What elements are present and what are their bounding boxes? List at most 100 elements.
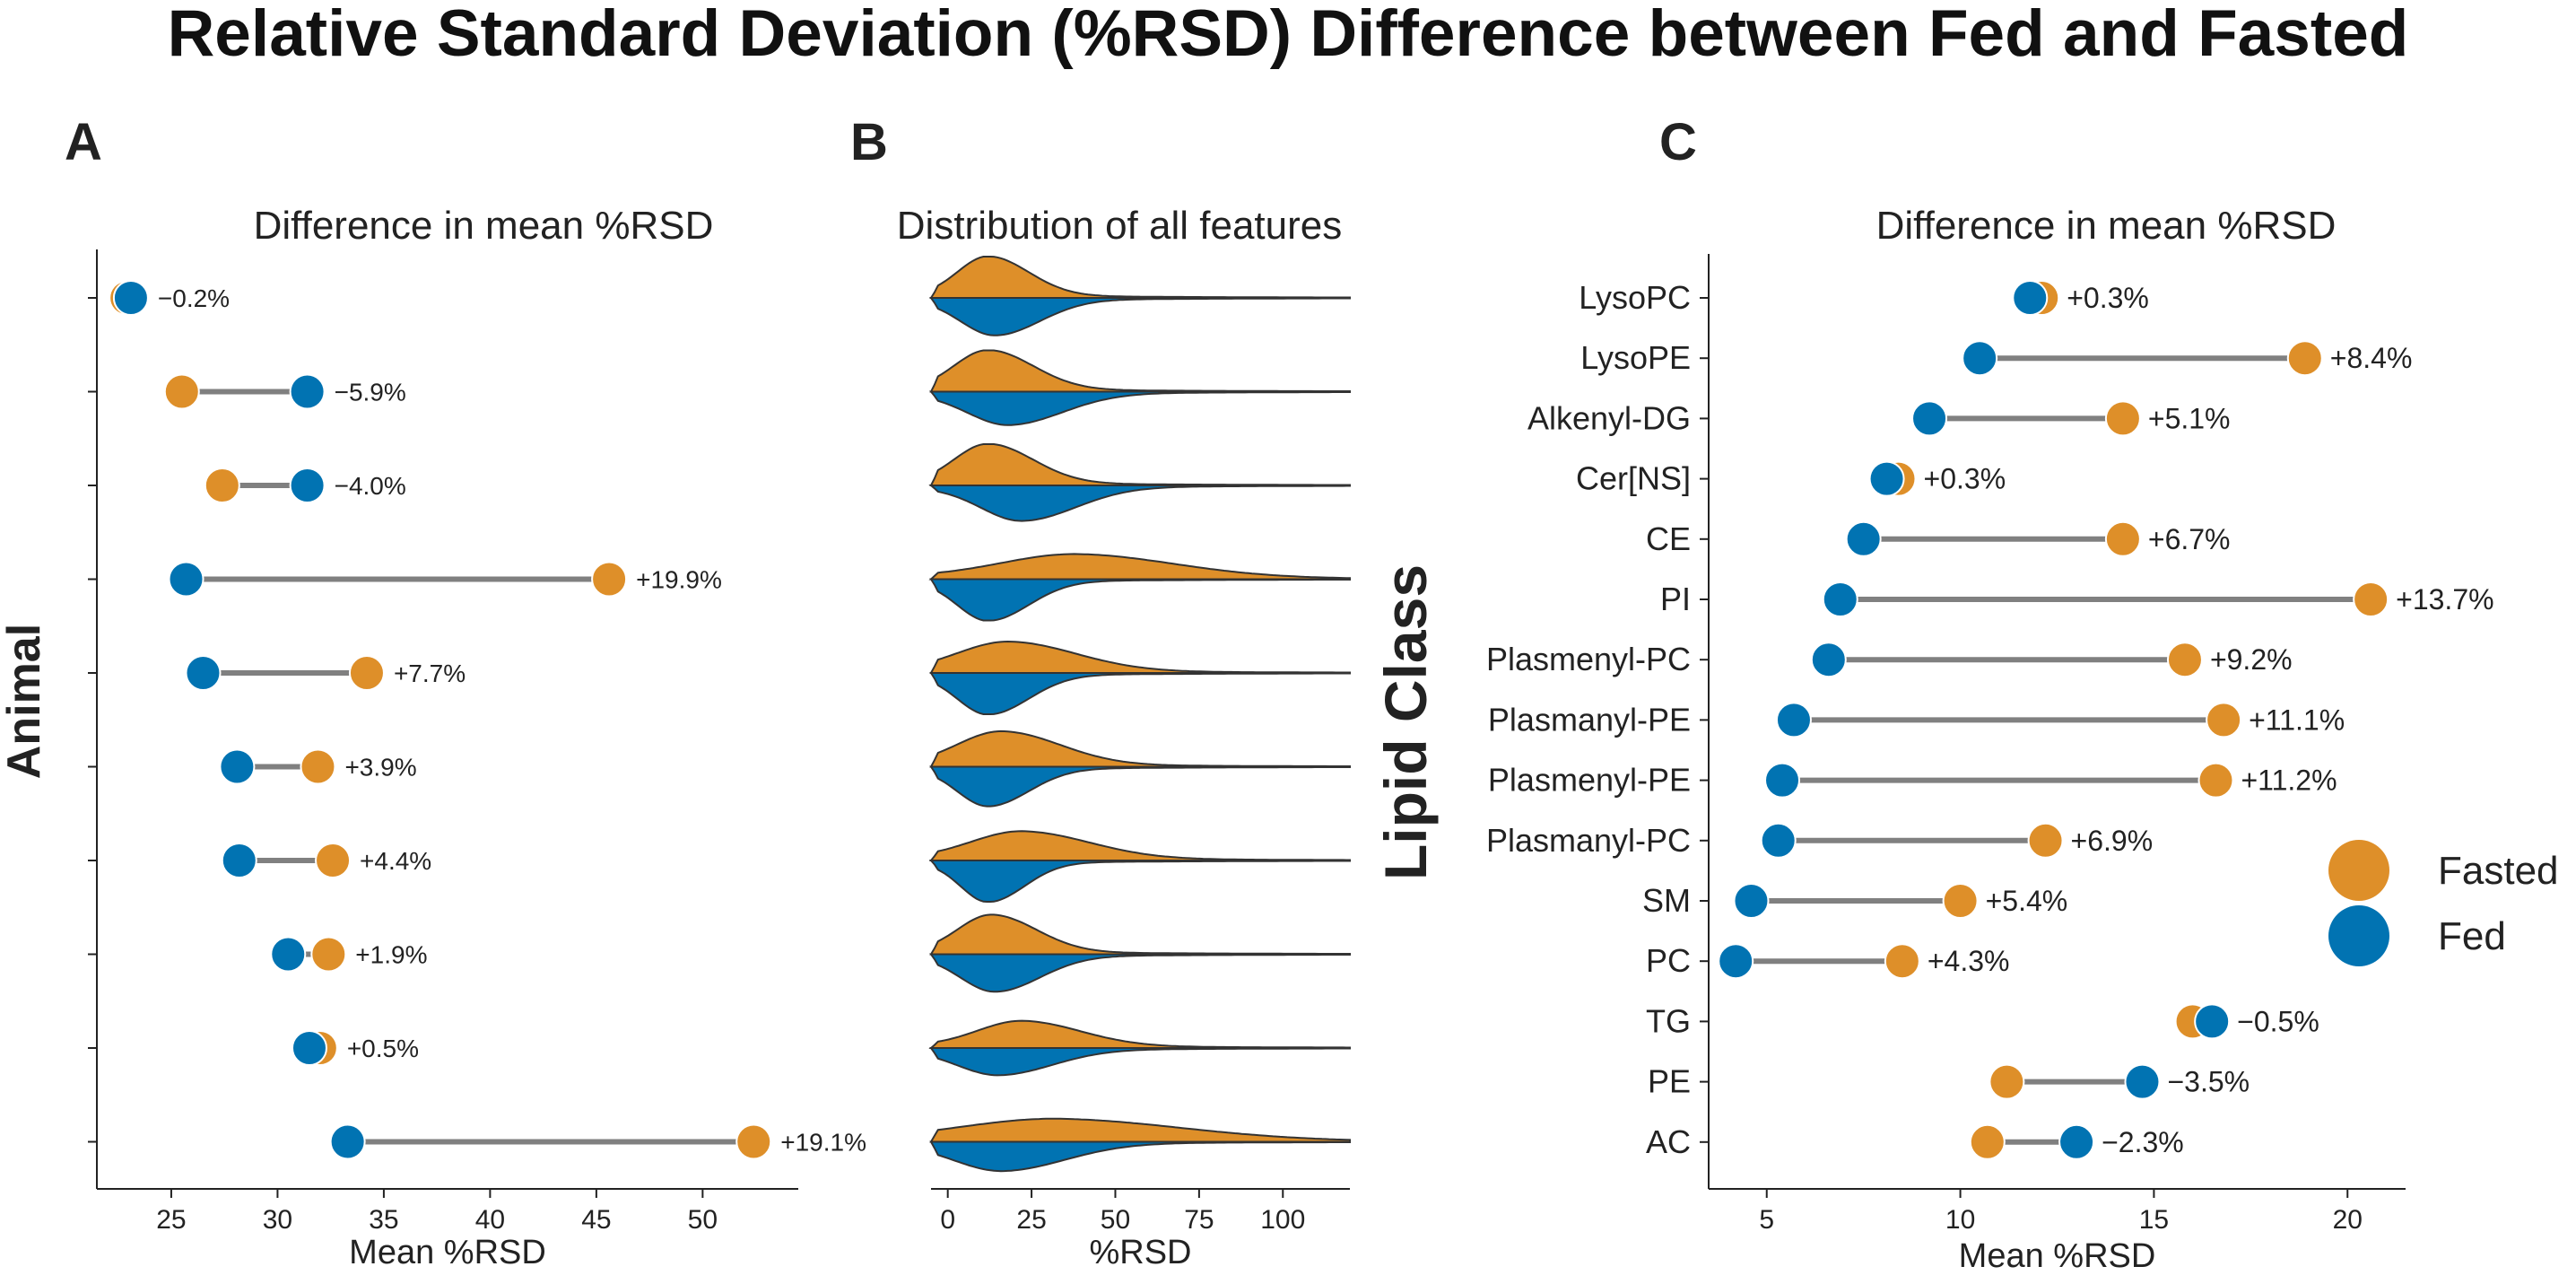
legend-label: Fasted [2438, 849, 2559, 893]
fed-point [1911, 400, 1948, 437]
y-axis-label: Lipid Class [1372, 564, 1439, 880]
difference-label: +13.7% [2396, 583, 2493, 616]
panel-letter-c: C [1659, 113, 1697, 171]
difference-label: +3.9% [344, 754, 416, 782]
fed-half-violin [928, 390, 1351, 426]
difference-label: +0.5% [347, 1035, 419, 1062]
figure-title: Relative Standard Deviation (%RSD) Diffe… [168, 0, 2409, 70]
fasted-half-violin [929, 1117, 1351, 1143]
difference-label: +5.4% [1986, 885, 2068, 917]
fasted-half-violin [929, 256, 1351, 299]
x-tick-label: 10 [1945, 1205, 1975, 1235]
fasted-point [163, 373, 200, 410]
fed-point [2124, 1063, 2161, 1100]
legend: Fasted Fed [2328, 840, 2559, 966]
x-axis-label: Mean %RSD [1959, 1237, 2156, 1275]
x-tick-label: 25 [156, 1205, 186, 1235]
y-tick-label: LysoPC [1579, 279, 1691, 316]
x-tick-label: 35 [369, 1205, 398, 1235]
fed-point [219, 748, 256, 785]
fed-point [2194, 1003, 2231, 1040]
difference-label: −0.2% [158, 284, 230, 312]
fed-half-violin [929, 765, 1351, 808]
fasted-point [310, 936, 347, 973]
fasted-point [2206, 702, 2242, 738]
fed-half-violin [929, 1047, 1351, 1077]
difference-label: −5.9% [335, 379, 406, 406]
fed-point [1775, 702, 1812, 738]
y-tick-label: Cer[NS] [1576, 460, 1691, 497]
fasted-point [2027, 822, 2064, 859]
x-tick-label: 75 [1184, 1205, 1214, 1235]
panel-title: Difference in mean %RSD [254, 204, 714, 248]
difference-label: −2.3% [2102, 1126, 2184, 1158]
fed-point [291, 1030, 327, 1066]
y-tick-label: PE [1648, 1063, 1691, 1100]
fasted-point [2197, 762, 2234, 799]
legend-label: Fed [2438, 914, 2506, 958]
panel-c-dumbbell-chart: 5 10 15 20 Mean %RSD Difference in mean %RSD L… [1372, 204, 2559, 1275]
difference-label: +9.2% [2210, 643, 2293, 676]
difference-label: +8.4% [2330, 342, 2413, 374]
x-tick-label: 30 [263, 1205, 292, 1235]
fasted-half-violin [928, 830, 1351, 861]
difference-label: +4.4% [360, 847, 431, 875]
x-tick-label: 0 [940, 1205, 955, 1235]
difference-label: +6.9% [2071, 825, 2154, 857]
y-tick-label: Plasmenyl-PE [1488, 762, 1691, 799]
fasted-point [348, 655, 385, 691]
fasted-half-violin [928, 1019, 1351, 1049]
fed-half-violin [929, 672, 1351, 715]
fed-point [2058, 1123, 2095, 1160]
fed-point [1822, 581, 1858, 617]
x-tick-label: 5 [1759, 1205, 1774, 1235]
y-tick-label: Alkenyl-DG [1527, 399, 1691, 436]
fasted-point [2104, 520, 2141, 557]
fasted-point [2104, 400, 2141, 437]
y-tick-label: CE [1646, 520, 1691, 557]
legend-marker [2328, 905, 2389, 966]
difference-label: −4.0% [335, 472, 406, 500]
fasted-half-violin [929, 640, 1351, 674]
difference-label: +19.1% [780, 1129, 866, 1157]
difference-label: +1.9% [355, 941, 427, 969]
panel-title: Distribution of all features [897, 204, 1342, 248]
fed-point [1868, 460, 1905, 497]
y-axis-label: Animal [0, 624, 50, 779]
fed-point [221, 843, 257, 878]
difference-label: +11.2% [2241, 764, 2337, 797]
fed-half-violin [928, 485, 1351, 522]
fasted-point [2353, 581, 2389, 617]
fasted-half-violin [929, 913, 1351, 956]
fed-point [2012, 280, 2049, 316]
fed-half-violin [928, 860, 1351, 903]
difference-label: +4.3% [1928, 945, 2010, 977]
fed-point [1810, 642, 1847, 678]
fed-point [1962, 340, 1998, 377]
legend-marker [2328, 840, 2389, 901]
fasted-point [1969, 1123, 2006, 1160]
difference-label: −0.5% [2237, 1005, 2319, 1037]
y-tick-label: Plasmanyl-PE [1488, 701, 1691, 738]
x-axis-label: %RSD [1089, 1234, 1191, 1271]
x-tick-label: 50 [1101, 1205, 1130, 1235]
panel-letter-a: A [65, 113, 102, 171]
fasted-point [2166, 642, 2203, 678]
difference-label: +11.1% [2249, 703, 2345, 736]
fasted-point [1989, 1063, 2025, 1100]
fed-half-violin [929, 297, 1351, 336]
difference-label: +6.7% [2148, 523, 2231, 555]
fasted-point [300, 748, 336, 785]
fed-point [289, 467, 326, 503]
fasted-half-violin [929, 729, 1351, 768]
x-tick-label: 40 [475, 1205, 505, 1235]
y-tick-label: LysoPE [1580, 339, 1691, 376]
x-tick-label: 50 [688, 1205, 718, 1235]
y-tick-label: PI [1660, 581, 1691, 617]
y-tick-label: SM [1642, 882, 1691, 919]
difference-label: +0.3% [2067, 282, 2149, 314]
panel-a-dumbbell-chart: 25 30 35 40 45 50 Mean %RSD Difference in mean … [0, 204, 866, 1271]
fed-point [1845, 520, 1882, 557]
panel-title: Difference in mean %RSD [1876, 204, 2337, 248]
